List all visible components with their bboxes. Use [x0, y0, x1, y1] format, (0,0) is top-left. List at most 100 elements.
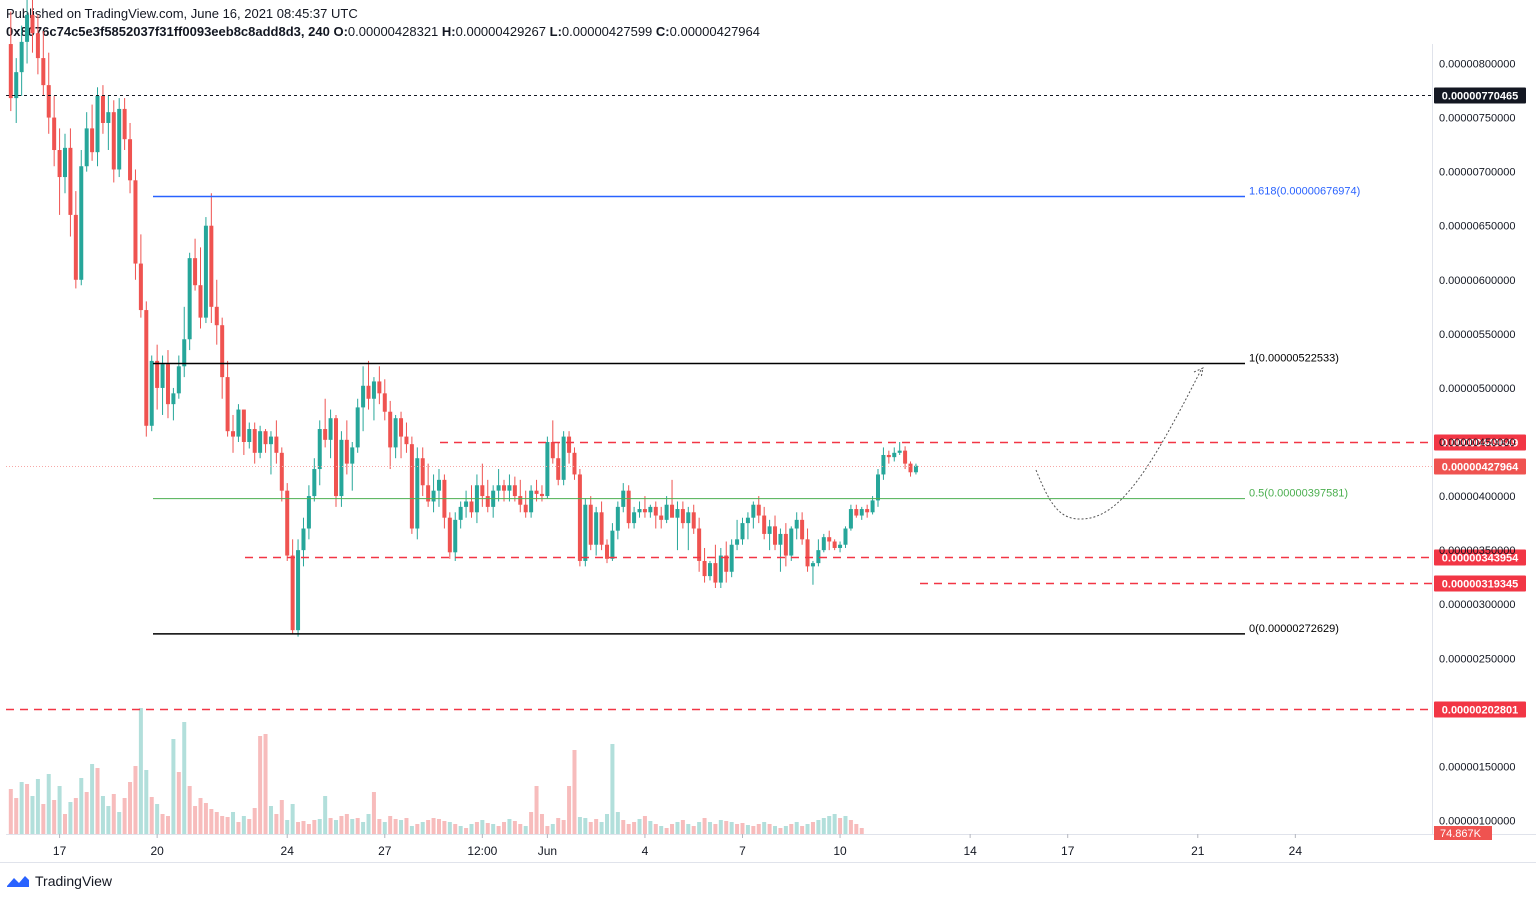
x-tick-label: 12:00	[467, 844, 497, 858]
symbol-label[interactable]: 0x8076c74c5e3f5852037f31ff0093eeb8c8add8…	[6, 24, 330, 39]
volume-bar	[117, 812, 122, 834]
volume-bar	[399, 820, 404, 834]
volume-bar	[415, 824, 420, 834]
close-label: C:	[655, 24, 670, 39]
volume-bar	[323, 796, 328, 834]
x-tick-label: 24	[281, 844, 295, 858]
candle-body	[724, 555, 729, 572]
volume-bar	[632, 822, 637, 834]
candle-body	[290, 555, 295, 631]
fib-label: 1.618(0.00000676974)	[1249, 186, 1360, 198]
candle-body	[209, 225, 214, 307]
candle-body	[561, 436, 566, 480]
candle-body	[128, 139, 133, 181]
candle-body	[632, 512, 637, 524]
candle-body	[306, 496, 311, 529]
volume-bar	[502, 822, 507, 834]
volume-bar	[317, 819, 322, 834]
candle-body	[117, 108, 122, 170]
y-tick-label: 0.00000600000	[1439, 275, 1515, 287]
price-chart[interactable]: 1.618(0.00000676974) 1(0.00000522533) 0.5(…	[0, 0, 1536, 862]
volume-bar	[431, 818, 436, 834]
volume-bar	[556, 818, 561, 834]
tradingview-logo-icon	[7, 876, 29, 887]
volume-bar	[843, 816, 848, 834]
x-tick-label: 17	[53, 844, 67, 858]
candle-body	[258, 431, 263, 453]
volume-bar	[778, 828, 783, 834]
candle-body	[388, 411, 393, 448]
volume-bar	[691, 826, 696, 834]
fib-label: 0(0.00000272629)	[1249, 623, 1339, 635]
y-tick-label: 0.00000250000	[1439, 653, 1515, 665]
volume-bar	[507, 819, 512, 834]
candle-body	[556, 458, 561, 480]
volume-bar	[52, 800, 57, 834]
candle-body	[832, 541, 837, 548]
candle-body	[903, 450, 908, 464]
high-value: 0.00000429267	[455, 24, 546, 39]
candle-body	[263, 431, 268, 445]
candle-body	[610, 530, 615, 559]
price-level-label: 0.00000343954	[1442, 553, 1519, 565]
candle-body	[686, 512, 691, 524]
volume-bar	[810, 822, 815, 834]
publish-info: Published on TradingView.com, June 16, 2…	[6, 6, 358, 21]
x-tick-label: 24	[1289, 844, 1303, 858]
volume-bar	[420, 822, 425, 834]
candle-body	[594, 512, 599, 545]
candle-body	[371, 381, 376, 399]
volume-bar	[122, 798, 127, 834]
volume-bar	[745, 825, 750, 834]
volume-bar	[539, 814, 544, 834]
volume-bar	[626, 824, 631, 834]
y-tick-label: 0.00000750000	[1439, 113, 1515, 125]
candle-body	[469, 501, 474, 513]
volume-bar	[404, 818, 409, 834]
volume-bar	[702, 818, 707, 834]
candle-body	[480, 485, 485, 497]
x-tick-label: 21	[1191, 844, 1205, 858]
volume-bar	[686, 824, 691, 834]
candle-body	[794, 519, 799, 529]
volume-bar	[41, 804, 46, 834]
candle-body	[876, 474, 880, 501]
volume-bar	[393, 819, 398, 834]
candle-body	[160, 364, 165, 388]
volume-bar	[350, 819, 355, 834]
price-level-label: 0.00000319345	[1442, 579, 1518, 591]
volume-bar	[848, 820, 853, 834]
candle-body	[458, 506, 463, 520]
candle-body	[729, 544, 734, 572]
volume-bar	[128, 782, 133, 834]
volume-bar	[176, 772, 181, 834]
candle-body	[854, 509, 859, 516]
volume-bar	[165, 816, 170, 834]
volume-bar	[805, 824, 810, 834]
volume-bar	[328, 818, 333, 834]
tradingview-logo[interactable]: TradingView	[6, 873, 112, 889]
volume-bar	[355, 818, 360, 834]
y-tick-label: 0.00000350000	[1439, 545, 1515, 557]
price-level-label: 0.00000449649	[1442, 438, 1518, 450]
volume-bar	[610, 744, 615, 834]
candle-body	[220, 325, 225, 378]
volume-bar	[740, 823, 745, 834]
open-value: 0.00000428321	[347, 24, 439, 39]
volume-bar	[816, 820, 821, 834]
candle-body	[707, 563, 712, 577]
volume-bar	[193, 806, 198, 834]
candle-body	[838, 544, 843, 548]
volume-bar	[767, 824, 772, 834]
volume-bar	[366, 814, 371, 834]
volume-bar	[680, 820, 685, 834]
volume-bar	[458, 826, 463, 834]
volume-bar	[648, 821, 653, 834]
candle-body	[285, 490, 290, 556]
volume-bar	[231, 812, 236, 834]
volume-bar	[182, 722, 187, 834]
volume-bar	[252, 808, 257, 834]
candle-body	[908, 463, 913, 473]
volume-bar	[214, 812, 219, 834]
candle-body	[702, 560, 707, 577]
